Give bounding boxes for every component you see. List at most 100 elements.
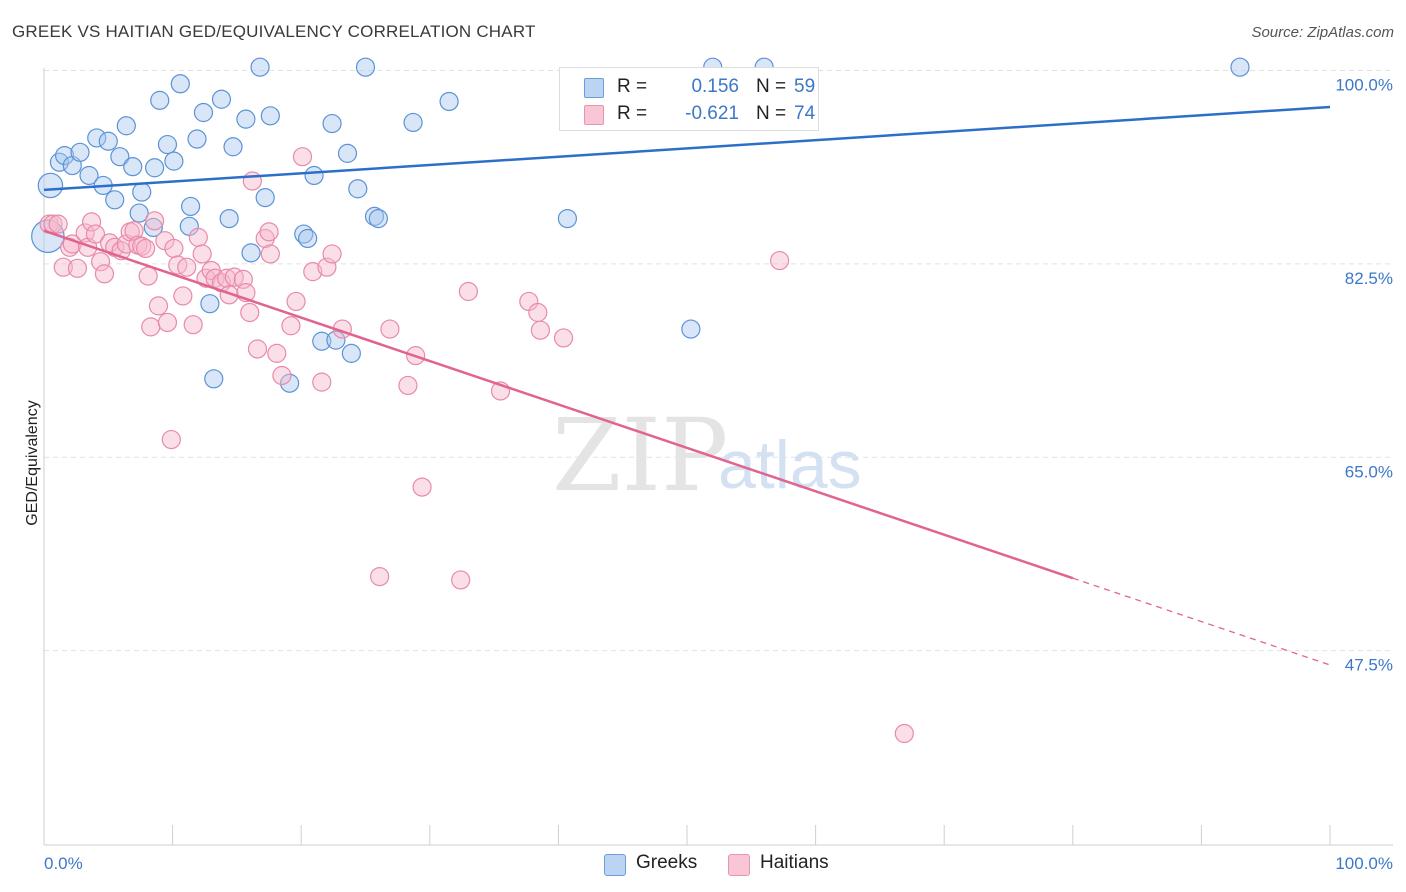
y-tick-label: 82.5% (1345, 269, 1393, 288)
greeks-point (193, 102, 214, 123)
axes (43, 68, 1393, 846)
haitians-point (322, 244, 342, 264)
haitians-swatch (584, 105, 604, 125)
haitians-point (769, 250, 790, 271)
greeks-point (341, 343, 361, 363)
greeks-point (241, 243, 261, 263)
greeks-swatch (584, 78, 604, 98)
greeks-point (170, 74, 190, 94)
haitians-point (267, 343, 287, 363)
greeks-point (116, 116, 136, 136)
legend-n-value-haitians: 74 (794, 103, 816, 124)
greeks-point (337, 143, 358, 163)
greeks-point (204, 369, 224, 389)
greeks-point (322, 113, 342, 134)
x-tick-label-max: 100.0% (1335, 854, 1393, 873)
greeks-point (110, 147, 130, 167)
greeks-point (37, 172, 64, 199)
haitians-point (247, 339, 268, 359)
haitians-point (281, 316, 301, 336)
legend-n-value-greeks: 59 (794, 76, 816, 97)
greeks-point (187, 129, 207, 149)
greeks-point (79, 165, 99, 186)
x-tick-label-min: 0.0% (44, 854, 83, 873)
haitians-point (370, 566, 390, 587)
haitians-point (157, 312, 178, 333)
greeks-point (181, 196, 201, 217)
haitians-legend-swatch (728, 854, 750, 876)
greeks-trendline (43, 105, 1331, 192)
greeks-point (260, 106, 280, 126)
greeks-point (439, 91, 459, 112)
greeks-point (157, 134, 178, 155)
chart-title: GREEK VS HAITIAN GED/EQUIVALENCY CORRELA… (12, 22, 536, 41)
legend-n-label: N = (756, 103, 787, 124)
gridlines (44, 70, 1393, 652)
haitians-trendline-extrapolated (1072, 577, 1331, 666)
y-axis-label: GED/Equivalency (24, 400, 41, 525)
haitians-point (48, 214, 68, 234)
greeks-point (164, 151, 184, 171)
haitians-point (144, 211, 165, 231)
greeks-point (211, 89, 232, 109)
correlation-legend: R = 0.156 N = 59 R = -0.621 N = 74 (559, 67, 819, 131)
legend-r-label: R = (617, 76, 648, 97)
haitians-point (240, 302, 260, 323)
haitians-point (217, 268, 237, 288)
haitians-point (124, 221, 144, 241)
greeks-point (129, 203, 149, 223)
greeks-point (200, 294, 220, 314)
greeks-point (87, 128, 107, 148)
greeks-point (132, 182, 152, 202)
haitians-point (90, 252, 111, 272)
legend-r-value-greeks: 0.156 (691, 76, 739, 97)
greeks-point (54, 146, 75, 166)
greeks-point (280, 373, 300, 393)
haitians-point (528, 302, 548, 323)
haitians-point (530, 320, 550, 340)
haitians-point (380, 319, 400, 339)
greeks-point (144, 158, 165, 178)
greeks-point (223, 137, 243, 157)
greeks-point (255, 187, 275, 208)
haitians-point (553, 328, 574, 348)
haitians-point (141, 317, 161, 337)
y-tick-label: 65.0% (1345, 462, 1393, 481)
haitians-point (183, 315, 203, 335)
haitians-point (272, 365, 292, 386)
haitians-point (219, 285, 239, 305)
haitians-point (451, 570, 471, 590)
y-tick-label: 47.5% (1345, 656, 1393, 675)
greeks-point (326, 330, 346, 350)
haitians-point (260, 244, 280, 264)
haitians-point (148, 296, 169, 316)
haitians-point (67, 258, 88, 278)
haitians-point (192, 244, 212, 264)
haitians-point (398, 375, 418, 396)
haitians-point (259, 222, 279, 242)
haitians-point (412, 477, 432, 497)
haitians-points (39, 147, 914, 744)
greeks-point (348, 179, 368, 199)
haitians-point (188, 227, 208, 247)
greeks-point (219, 208, 239, 229)
haitians-point (173, 286, 193, 306)
greeks-point (304, 165, 324, 186)
legend-n-label: N = (756, 76, 787, 97)
haitians-point (303, 262, 323, 282)
haitians-point (286, 291, 306, 312)
haitians-point (161, 429, 181, 450)
trendlines (43, 105, 1331, 666)
haitians-point (81, 212, 102, 232)
haitians-point (894, 723, 914, 744)
greeks-point (123, 157, 143, 177)
haitians-legend-label: Haitians (760, 852, 829, 873)
haitians-point (242, 171, 262, 191)
y-tick-label: 100.0% (1335, 76, 1393, 95)
haitians-point (458, 281, 478, 302)
greeks-point (105, 190, 125, 210)
haitians-point (177, 257, 197, 277)
haitians-trendline (43, 229, 1074, 580)
haitians-point (75, 223, 95, 243)
